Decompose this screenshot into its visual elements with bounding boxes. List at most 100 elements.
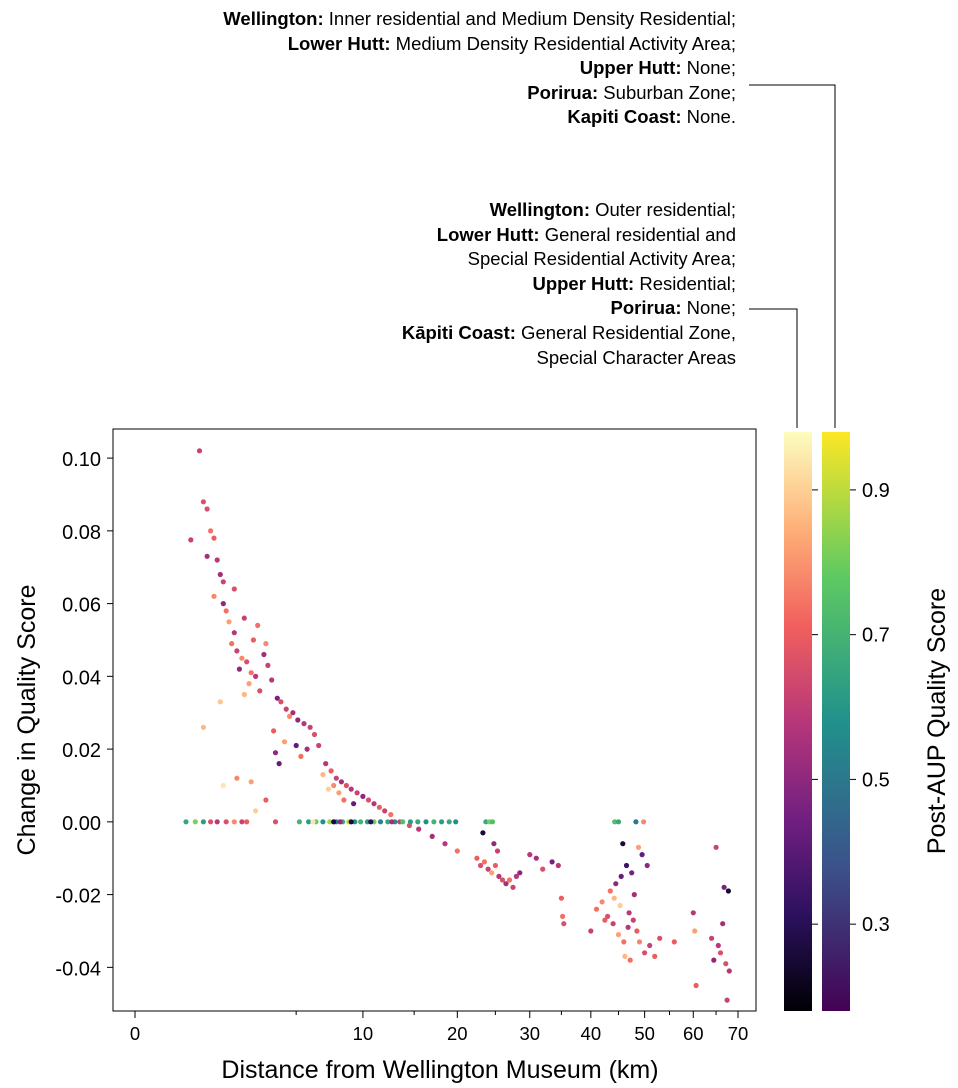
scatter-point xyxy=(244,659,250,665)
scatter-point xyxy=(610,921,616,927)
scatter-point xyxy=(231,586,237,592)
scatter-point xyxy=(506,877,513,883)
x-tick-label: 70 xyxy=(728,1023,749,1044)
scatter-point xyxy=(271,728,277,734)
scatter-point xyxy=(234,648,240,654)
y-tick-label: 0.06 xyxy=(62,595,101,617)
colorbar-tick-label: 0.3 xyxy=(862,914,890,936)
y-tick-label: -0.02 xyxy=(55,886,101,908)
annotation-district: Upper Hutt: xyxy=(532,272,635,294)
scatter-point xyxy=(248,670,254,676)
annotation-district: Kapiti Coast: xyxy=(567,106,682,128)
scatter-point xyxy=(241,615,247,621)
scatter-point xyxy=(385,819,391,825)
scatter-point xyxy=(246,681,252,687)
scatter-point xyxy=(382,808,388,814)
annotation-zone-text: None; xyxy=(681,297,736,319)
scatter-point xyxy=(725,888,732,894)
scatter-point xyxy=(208,528,214,534)
scatter-point xyxy=(621,939,627,945)
scatter-point xyxy=(214,819,220,825)
scatter-point xyxy=(555,862,561,869)
y-axis: 0.10 0.08 0.06 0.04 0.02 0.00 -0.02 -0.04 xyxy=(55,449,113,980)
y-tick-label: 0.10 xyxy=(62,449,101,471)
scatter-point xyxy=(241,691,247,698)
scatter-point xyxy=(499,877,506,883)
scatter-point xyxy=(533,855,539,861)
annotation-lower-zones: Wellington: Outer residential; Lower Hutt… xyxy=(402,198,736,370)
scatter-point xyxy=(296,819,302,825)
annotation-upper-zones: Wellington: Inner residential and Medium… xyxy=(223,7,736,130)
scatter-point xyxy=(483,819,489,825)
scatter-point xyxy=(540,866,546,872)
scatter-point xyxy=(605,913,611,920)
scatter-point xyxy=(721,884,727,890)
scatter-point xyxy=(723,961,729,967)
scatter-point xyxy=(217,571,223,578)
scatter-point xyxy=(223,819,229,825)
scatter-point xyxy=(250,637,256,643)
x-tick-label: 30 xyxy=(519,1023,540,1044)
scatter-point xyxy=(358,819,364,825)
annotation-district: Porirua: xyxy=(610,297,682,319)
scatter-point xyxy=(481,859,487,865)
annotation-line: Upper Hutt: None; xyxy=(223,56,736,81)
scatter-point xyxy=(625,924,631,930)
scatter-point xyxy=(492,862,498,869)
scatter-point xyxy=(423,819,429,825)
annotation-zone-text: Suburban Zone; xyxy=(598,81,736,103)
colorbar-tick-label: 0.9 xyxy=(862,480,890,502)
scatter-point xyxy=(494,848,501,854)
scatter-point xyxy=(220,782,226,789)
scatter-point xyxy=(223,608,229,614)
scatter-point xyxy=(627,957,633,963)
scatter-point xyxy=(527,852,533,858)
scatter-point xyxy=(220,579,226,585)
scatter-point xyxy=(416,826,422,832)
y-tick-label: 0.08 xyxy=(62,522,101,544)
scatter-point xyxy=(503,881,509,887)
scatter-point xyxy=(724,997,730,1003)
scatter-point xyxy=(593,906,600,912)
scatter-point xyxy=(343,782,349,789)
annotation-line: Wellington: Outer residential; xyxy=(402,198,736,223)
scatter-point xyxy=(377,819,384,825)
scatter-point xyxy=(657,935,663,941)
colorbar-tick-label: 0.5 xyxy=(862,769,890,791)
x-tick-label: 40 xyxy=(581,1023,602,1044)
scatter-point xyxy=(629,870,635,876)
scatter-point xyxy=(615,819,622,825)
scatter-point xyxy=(626,910,632,916)
scatter-point xyxy=(244,819,250,825)
scatter-point xyxy=(316,742,322,749)
scatter-point xyxy=(623,862,630,869)
scatter-point xyxy=(311,731,318,738)
scatter-point xyxy=(454,848,460,854)
annotation-line: Lower Hutt: General residential and xyxy=(402,223,736,248)
scatter-point xyxy=(612,819,618,825)
scatter-point xyxy=(204,506,210,512)
scatter-point xyxy=(439,819,445,825)
scatter-point xyxy=(301,721,307,727)
scatter-point xyxy=(365,797,372,803)
annotation-district: Porirua: xyxy=(527,81,599,103)
scatter-point xyxy=(304,746,310,752)
x-tick-label: 0 xyxy=(130,1023,140,1044)
scatter-point xyxy=(611,895,617,901)
scatter-point xyxy=(615,932,622,938)
scatter-point xyxy=(376,804,382,810)
scatter-point xyxy=(510,884,516,890)
scatter-point xyxy=(348,819,354,825)
scatter-point xyxy=(635,844,642,850)
annotation-zone-text: Medium Density Residential Activity Area… xyxy=(390,32,736,54)
scatter-point xyxy=(429,833,435,840)
scatter-point xyxy=(200,724,206,730)
annotation-district: Wellington: xyxy=(223,8,324,29)
scatter-point xyxy=(446,819,452,825)
scatter-point xyxy=(496,873,502,880)
scatter-point xyxy=(337,819,343,825)
scatter-point xyxy=(442,841,448,847)
annotation-zone-text: None; xyxy=(681,57,736,79)
scatter-point xyxy=(480,830,486,836)
